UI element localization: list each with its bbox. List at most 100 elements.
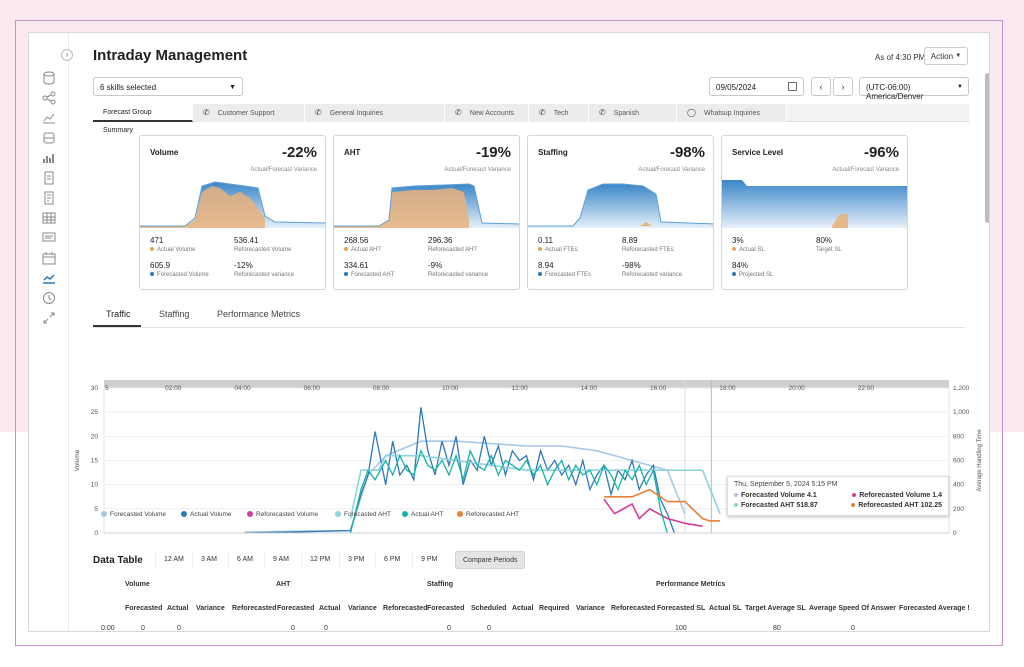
column-header: Target Average SL	[745, 605, 806, 612]
card-value: -22%	[281, 144, 317, 161]
tooltip-title: Thu, September 5, 2024 5:15 PM	[734, 481, 838, 488]
tab-spanish[interactable]: ✆ Spanish	[589, 104, 677, 122]
column-header: Required	[539, 605, 570, 612]
column-header: Actual	[512, 605, 534, 612]
service-level-sparkline	[722, 180, 907, 228]
date-input[interactable]: 09/05/2024	[709, 77, 804, 96]
legend-reforecasted-volume[interactable]: Reforecasted Volume	[247, 511, 318, 518]
reforecasted-ftes-label: Reforecasted FTEs	[622, 247, 674, 253]
line-chart-icon[interactable]	[41, 111, 57, 125]
x-tick-label: 16:00	[650, 385, 667, 392]
y-tick-label: 5	[94, 506, 98, 513]
reforecasted-volume-label: Reforecasted Volume	[234, 247, 292, 253]
expand-icon[interactable]	[41, 311, 57, 325]
reforecasted-aht-label: Reforecasted AHT	[428, 247, 478, 253]
column-header: Forecasted	[277, 605, 315, 612]
tooltip-row: Forecasted AHT 518.87	[734, 501, 818, 511]
y2-tick-label: 1,000	[953, 409, 970, 416]
y2-tick-label: 1,200	[953, 385, 970, 392]
card-value: -19%	[475, 144, 511, 161]
legend-forecasted-aht[interactable]: Forecasted AHT	[335, 511, 391, 518]
time-button-6pm[interactable]: 6 PM	[375, 551, 408, 569]
table-cell: 0	[177, 625, 181, 632]
prev-day-button[interactable]: ‹	[811, 77, 831, 96]
tab-general-inquiries[interactable]: ✆ General Inquiries	[305, 104, 445, 122]
reforecasted-variance-value: -12%	[234, 261, 253, 270]
database-icon[interactable]	[41, 71, 57, 85]
time-button-9pm[interactable]: 9 PM	[412, 551, 445, 569]
actual-volume-label: Actual Volume	[150, 247, 195, 253]
calendar-icon[interactable]	[788, 82, 797, 91]
column-header: Scheduled	[471, 605, 507, 612]
tab-staffing[interactable]: Staffing	[159, 309, 190, 319]
time-button-9am[interactable]: 9 AM	[264, 551, 297, 569]
timezone-dropdown[interactable]: (UTC-06:00) America/Denver ▼	[859, 77, 969, 101]
legend-reforecasted-aht[interactable]: Reforecasted AHT	[457, 511, 519, 518]
tab-performance-metrics[interactable]: Performance Metrics	[217, 309, 301, 319]
target-sl-label: Target SL	[816, 247, 842, 253]
reforecasted-variance-value: -98%	[622, 261, 641, 270]
actual-ftes-label: Actual FTEs	[538, 247, 578, 253]
collapse-nav-icon[interactable]: ›	[61, 49, 73, 61]
y2-tick-label: 400	[953, 482, 964, 489]
series-line-reforecasted-aht	[604, 488, 721, 522]
window-frame	[15, 20, 1003, 646]
x-tick-label: 14:00	[581, 385, 598, 392]
storage-icon[interactable]	[41, 131, 57, 145]
next-day-button[interactable]: ›	[833, 77, 853, 96]
time-button-6am[interactable]: 6 AM	[228, 551, 261, 569]
column-header: Actual SL	[709, 605, 742, 612]
x-tick-label: 20:00	[788, 385, 805, 392]
forecasted-aht-label: Forecasted AHT	[344, 272, 394, 278]
reforecasted-variance-label: Reforecasted variance	[234, 272, 295, 278]
tab-whatsup-inquiries[interactable]: ◯ Whatsup Inquiries	[677, 104, 787, 122]
x-tick-label: 06:00	[304, 385, 321, 392]
page-scrollbar[interactable]	[985, 73, 989, 223]
volume-sparkline	[140, 181, 325, 228]
legend-forecasted-volume[interactable]: Forecasted Volume	[101, 511, 166, 518]
legend-actual-aht[interactable]: Actual AHT	[402, 511, 444, 518]
y2-tick-label: 200	[953, 506, 964, 513]
reforecasted-variance-label: Reforecasted variance	[428, 272, 489, 278]
table-cell: 100	[675, 625, 687, 632]
card-value: -98%	[669, 144, 705, 161]
share-icon[interactable]	[41, 91, 57, 105]
series-line-actual-volume	[244, 407, 676, 534]
main-content: Intraday Management As of 4:30 PM Action…	[69, 33, 989, 632]
volume-card: Volume -22% Actual/Forecast Variance 471…	[139, 135, 326, 290]
table-cell: 80	[773, 625, 781, 632]
skills-dropdown[interactable]: 6 skills selected ▼	[93, 77, 243, 96]
time-button-3pm[interactable]: 3 PM	[339, 551, 372, 569]
reforecasted-variance-value: -9%	[428, 261, 443, 270]
column-header: Reforecasted	[383, 605, 428, 612]
report-icon[interactable]	[41, 191, 57, 205]
forecasted-ftes-label: Forecasted FTEs	[538, 272, 591, 278]
screen-icon[interactable]	[41, 231, 57, 245]
bar-chart-icon[interactable]	[41, 151, 57, 165]
legend-actual-volume[interactable]: Actual Volume	[181, 511, 232, 518]
time-button-12am[interactable]: 12 AM	[155, 551, 192, 569]
compare-periods-button[interactable]: Compare Periods	[455, 551, 526, 569]
tab-customer-support[interactable]: ✆ Customer Support	[193, 104, 305, 122]
tab-new-accounts[interactable]: ✆ New Accounts	[445, 104, 529, 122]
column-header: Variance	[348, 605, 377, 612]
x-tick-label: 12:00	[511, 385, 528, 392]
calendar-icon[interactable]	[41, 251, 57, 265]
action-button[interactable]: Action ▼	[924, 47, 968, 65]
column-header: Variance	[196, 605, 225, 612]
table-icon[interactable]	[41, 211, 57, 225]
document-icon[interactable]	[41, 171, 57, 185]
card-subtitle: Actual/Forecast Variance	[638, 167, 705, 173]
time-button-3am[interactable]: 3 AM	[192, 551, 225, 569]
table-cell: 0	[324, 625, 328, 632]
actual-sl-value: 3%	[732, 236, 744, 245]
tab-traffic[interactable]: Traffic	[106, 309, 131, 319]
tab-tech[interactable]: ✆ Tech	[529, 104, 589, 122]
card-title: Service Level	[732, 148, 784, 157]
actual-volume-value: 471	[150, 236, 164, 245]
clock-icon[interactable]	[41, 291, 57, 305]
tab-forecast-group-summary[interactable]: Forecast Group Summary	[93, 104, 193, 134]
time-button-12pm[interactable]: 12 PM	[301, 551, 338, 569]
intraday-chart-icon[interactable]	[41, 271, 57, 285]
y-tick-label: 0	[94, 530, 98, 537]
